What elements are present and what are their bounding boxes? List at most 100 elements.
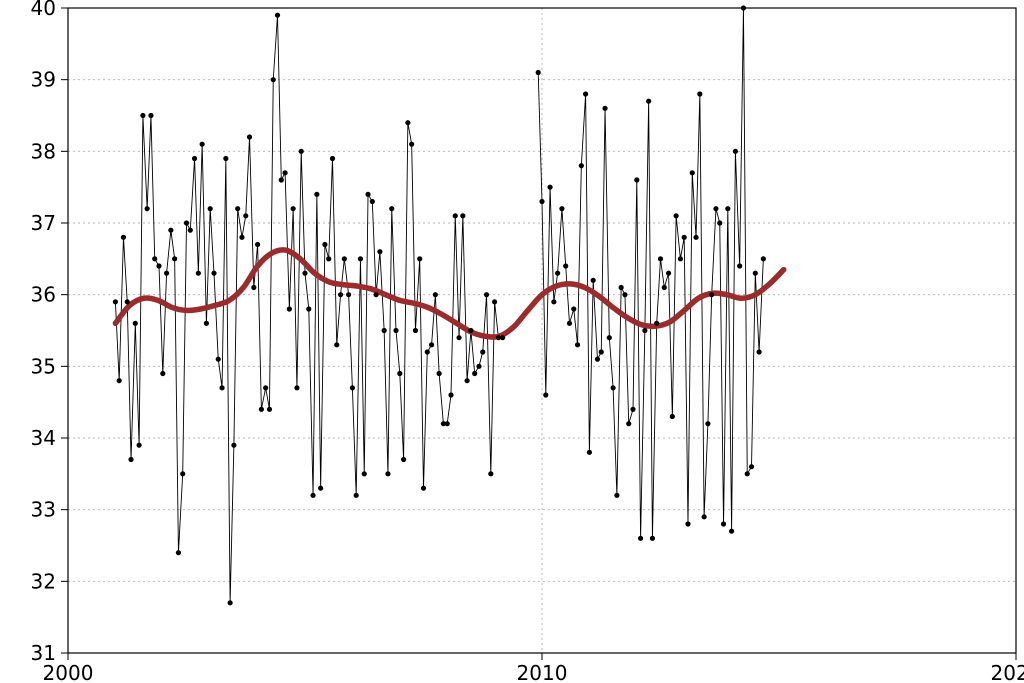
- data-point: [219, 385, 224, 390]
- data-point: [184, 220, 189, 225]
- data-point: [555, 271, 560, 276]
- data-point: [247, 134, 252, 139]
- data-point: [180, 471, 185, 476]
- data-point: [350, 385, 355, 390]
- data-point: [374, 292, 379, 297]
- data-point: [405, 120, 410, 125]
- timeseries-chart: 31323334353637383940200020102020: [0, 0, 1024, 683]
- data-point: [749, 464, 754, 469]
- data-point: [622, 292, 627, 297]
- data-point: [117, 378, 122, 383]
- data-point: [370, 199, 375, 204]
- data-point: [251, 285, 256, 290]
- data-point: [354, 493, 359, 498]
- data-point: [472, 371, 477, 376]
- data-point: [282, 170, 287, 175]
- data-point: [468, 328, 473, 333]
- data-point: [602, 106, 607, 111]
- data-point: [133, 321, 138, 326]
- data-point: [176, 550, 181, 555]
- data-point: [626, 421, 631, 426]
- data-point: [591, 278, 596, 283]
- data-point: [429, 342, 434, 347]
- data-point: [583, 91, 588, 96]
- data-point: [306, 306, 311, 311]
- x-tick-label: 2010: [517, 661, 568, 683]
- data-point: [607, 335, 612, 340]
- data-point: [697, 91, 702, 96]
- data-point: [413, 328, 418, 333]
- data-point: [465, 378, 470, 383]
- data-point: [421, 486, 426, 491]
- chart-background: [0, 0, 1024, 683]
- data-point: [148, 113, 153, 118]
- data-point: [231, 443, 236, 448]
- data-point: [255, 242, 260, 247]
- data-point: [192, 156, 197, 161]
- data-point: [638, 536, 643, 541]
- data-point: [666, 271, 671, 276]
- data-point: [721, 521, 726, 526]
- data-point: [125, 299, 130, 304]
- data-point: [737, 263, 742, 268]
- y-tick-label: 39: [31, 68, 56, 92]
- data-point: [587, 450, 592, 455]
- y-tick-label: 38: [31, 139, 56, 163]
- data-point: [299, 149, 304, 154]
- data-point: [208, 206, 213, 211]
- data-point: [685, 521, 690, 526]
- y-tick-label: 40: [31, 0, 56, 20]
- data-point: [642, 328, 647, 333]
- data-point: [488, 471, 493, 476]
- data-point: [188, 228, 193, 233]
- data-point: [539, 199, 544, 204]
- data-point: [358, 256, 363, 261]
- data-point: [267, 407, 272, 412]
- data-point: [401, 457, 406, 462]
- y-tick-label: 35: [31, 354, 56, 378]
- data-point: [377, 249, 382, 254]
- data-point: [705, 421, 710, 426]
- data-point: [650, 536, 655, 541]
- data-point: [702, 514, 707, 519]
- data-point: [275, 13, 280, 18]
- data-point: [152, 256, 157, 261]
- data-point: [670, 414, 675, 419]
- data-point: [239, 235, 244, 240]
- data-point: [658, 256, 663, 261]
- data-point: [614, 493, 619, 498]
- data-point: [216, 357, 221, 362]
- data-point: [559, 206, 564, 211]
- data-point: [460, 213, 465, 218]
- data-point: [579, 163, 584, 168]
- data-point: [693, 235, 698, 240]
- data-point: [223, 156, 228, 161]
- data-point: [453, 213, 458, 218]
- data-point: [634, 177, 639, 182]
- data-point: [753, 271, 758, 276]
- data-point: [595, 357, 600, 362]
- data-point: [310, 493, 315, 498]
- y-tick-label: 37: [31, 211, 56, 235]
- y-tick-label: 36: [31, 283, 56, 307]
- data-point: [365, 192, 370, 197]
- data-point: [279, 177, 284, 182]
- data-point: [140, 113, 145, 118]
- data-point: [156, 263, 161, 268]
- data-point: [678, 256, 683, 261]
- data-point: [389, 206, 394, 211]
- data-point: [599, 349, 604, 354]
- data-point: [437, 371, 442, 376]
- data-point: [630, 407, 635, 412]
- data-point: [500, 335, 505, 340]
- x-tick-label: 2020: [991, 661, 1024, 683]
- data-point: [717, 220, 722, 225]
- data-point: [733, 149, 738, 154]
- data-point: [326, 256, 331, 261]
- data-point: [619, 285, 624, 290]
- data-point: [417, 256, 422, 261]
- data-point: [160, 371, 165, 376]
- data-point: [137, 443, 142, 448]
- data-point: [121, 235, 126, 240]
- y-tick-label: 33: [31, 498, 56, 522]
